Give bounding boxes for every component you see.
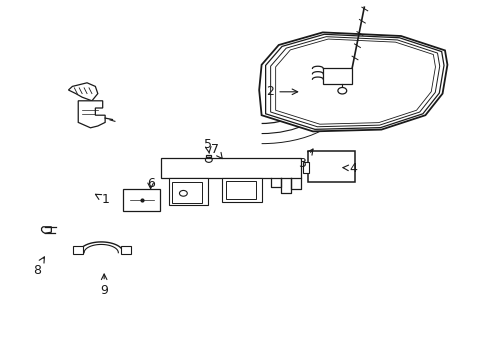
Polygon shape — [68, 83, 98, 101]
Bar — [123, 189, 160, 211]
Bar — [161, 158, 300, 178]
Bar — [172, 182, 202, 203]
Polygon shape — [78, 101, 105, 128]
Bar — [225, 181, 256, 199]
Text: 6: 6 — [146, 177, 154, 190]
Bar — [168, 178, 207, 205]
Text: 4: 4 — [342, 162, 356, 175]
Text: 7: 7 — [211, 143, 222, 159]
Bar — [121, 246, 131, 254]
Text: 9: 9 — [100, 274, 108, 297]
Bar — [222, 178, 261, 202]
Text: 5: 5 — [203, 138, 211, 153]
Text: 2: 2 — [266, 85, 297, 98]
Circle shape — [337, 87, 346, 94]
Polygon shape — [41, 227, 51, 233]
Bar — [303, 162, 308, 173]
Text: 1: 1 — [95, 193, 109, 206]
Bar — [73, 246, 83, 254]
Text: 8: 8 — [33, 257, 44, 276]
Bar — [322, 68, 351, 84]
Polygon shape — [206, 155, 211, 166]
Bar — [307, 151, 354, 182]
Polygon shape — [259, 32, 447, 131]
Text: 3: 3 — [298, 149, 312, 170]
